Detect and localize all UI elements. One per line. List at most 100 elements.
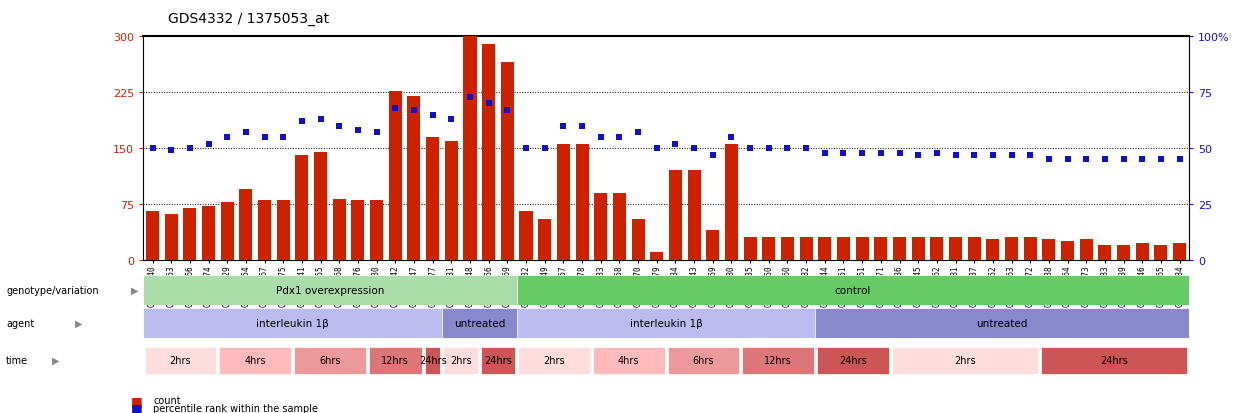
- Text: untreated: untreated: [976, 318, 1028, 328]
- Text: interleukin 1β: interleukin 1β: [630, 318, 702, 328]
- Text: genotype/variation: genotype/variation: [6, 285, 98, 295]
- Bar: [762, 238, 776, 260]
- Bar: [369, 347, 422, 374]
- Bar: [613, 193, 626, 260]
- Text: 6hrs: 6hrs: [692, 355, 715, 366]
- Bar: [482, 45, 496, 260]
- Bar: [164, 214, 178, 260]
- Bar: [481, 347, 515, 374]
- Bar: [219, 347, 291, 374]
- Text: 24hrs: 24hrs: [484, 355, 512, 366]
- Text: 12hrs: 12hrs: [381, 355, 410, 366]
- Bar: [593, 347, 665, 374]
- Text: ■: ■: [131, 401, 142, 413]
- Bar: [837, 238, 850, 260]
- Bar: [855, 238, 869, 260]
- Text: ▶: ▶: [131, 285, 138, 295]
- Bar: [817, 347, 889, 374]
- Text: GDS4332 / 1375053_at: GDS4332 / 1375053_at: [168, 12, 329, 26]
- Text: Pdx1 overexpression: Pdx1 overexpression: [275, 285, 385, 295]
- Text: untreated: untreated: [453, 318, 505, 328]
- Bar: [815, 308, 1189, 338]
- Bar: [949, 238, 962, 260]
- Bar: [891, 347, 1038, 374]
- Text: 12hrs: 12hrs: [764, 355, 792, 366]
- Bar: [442, 308, 517, 338]
- Bar: [818, 238, 832, 260]
- Bar: [519, 212, 533, 260]
- Bar: [370, 201, 383, 260]
- Bar: [426, 138, 439, 260]
- Bar: [1098, 245, 1112, 260]
- Text: 2hrs: 2hrs: [449, 355, 472, 366]
- Bar: [1117, 245, 1130, 260]
- Bar: [1042, 240, 1056, 260]
- Bar: [1005, 238, 1018, 260]
- Bar: [220, 202, 234, 260]
- Text: interleukin 1β: interleukin 1β: [256, 318, 329, 328]
- Bar: [669, 171, 682, 260]
- Text: ▶: ▶: [75, 318, 82, 328]
- Bar: [144, 347, 217, 374]
- Bar: [518, 347, 590, 374]
- Bar: [276, 201, 290, 260]
- Bar: [143, 308, 442, 338]
- Bar: [202, 206, 215, 260]
- Bar: [743, 238, 757, 260]
- Bar: [239, 190, 253, 260]
- Bar: [351, 201, 365, 260]
- Text: 6hrs: 6hrs: [319, 355, 341, 366]
- Bar: [967, 238, 981, 260]
- Bar: [986, 240, 1000, 260]
- Bar: [143, 275, 517, 305]
- Bar: [687, 171, 701, 260]
- Bar: [443, 347, 478, 374]
- Bar: [463, 37, 477, 260]
- Bar: [1135, 244, 1149, 260]
- Bar: [631, 219, 645, 260]
- Text: agent: agent: [6, 318, 35, 328]
- Bar: [295, 156, 309, 260]
- Bar: [538, 219, 552, 260]
- Bar: [407, 97, 421, 260]
- Bar: [444, 141, 458, 260]
- Bar: [1173, 244, 1186, 260]
- Bar: [650, 253, 664, 260]
- Bar: [183, 208, 197, 260]
- Bar: [425, 347, 441, 374]
- Bar: [294, 347, 366, 374]
- Bar: [1154, 245, 1168, 260]
- Bar: [1061, 242, 1074, 260]
- Text: 2hrs: 2hrs: [169, 355, 192, 366]
- Text: 24hrs: 24hrs: [418, 355, 447, 366]
- Bar: [594, 193, 608, 260]
- Bar: [1041, 347, 1188, 374]
- Bar: [1023, 238, 1037, 260]
- Bar: [575, 145, 589, 260]
- Bar: [314, 152, 327, 260]
- Text: time: time: [6, 355, 29, 366]
- Text: ■: ■: [131, 394, 142, 407]
- Bar: [781, 238, 794, 260]
- Bar: [332, 199, 346, 260]
- Bar: [874, 238, 888, 260]
- Bar: [911, 238, 925, 260]
- Text: 24hrs: 24hrs: [839, 355, 867, 366]
- Text: 2hrs: 2hrs: [543, 355, 565, 366]
- Text: 24hrs: 24hrs: [1101, 355, 1128, 366]
- Bar: [742, 347, 814, 374]
- Text: count: count: [153, 395, 181, 405]
- Text: 2hrs: 2hrs: [954, 355, 976, 366]
- Bar: [388, 92, 402, 260]
- Bar: [799, 238, 813, 260]
- Bar: [517, 275, 1189, 305]
- Text: percentile rank within the sample: percentile rank within the sample: [153, 403, 319, 413]
- Bar: [667, 347, 740, 374]
- Bar: [893, 238, 906, 260]
- Text: 4hrs: 4hrs: [244, 355, 266, 366]
- Bar: [557, 145, 570, 260]
- Bar: [258, 201, 271, 260]
- Text: control: control: [834, 285, 872, 295]
- Bar: [500, 63, 514, 260]
- Text: 4hrs: 4hrs: [618, 355, 640, 366]
